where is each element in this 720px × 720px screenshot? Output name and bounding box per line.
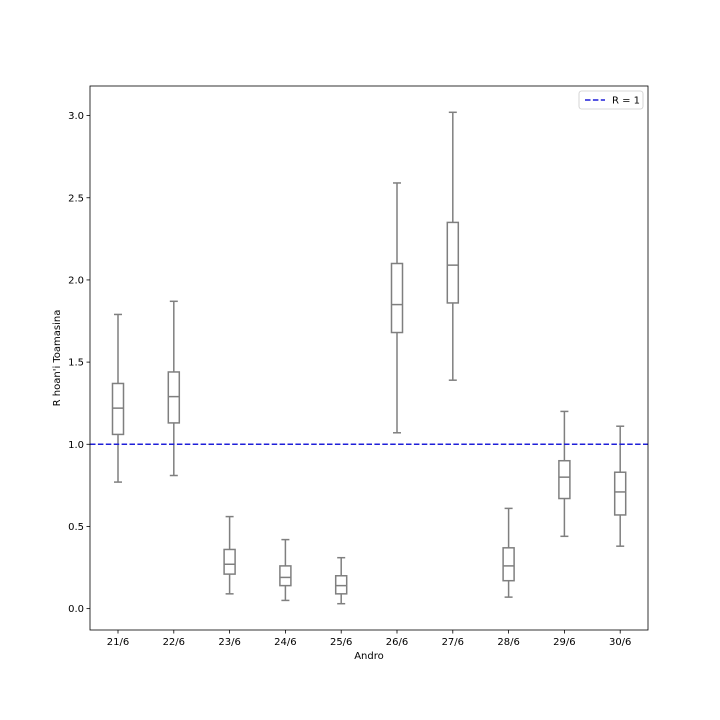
legend: R = 1 [578,90,644,110]
box-23/6 [223,515,236,595]
box-27/6 [446,111,460,381]
x-tick-label: 30/6 [609,637,631,648]
y-tick-label: 1.5 [68,358,84,369]
box-22/6 [167,300,181,477]
x-axis-label: Andro [354,651,384,662]
y-tick-label: 2.0 [68,275,84,286]
x-tick-label: 26/6 [386,637,408,648]
y-tick-label: 0.0 [68,604,84,615]
y-axis-label: R hoan'i Toamasina [52,310,63,407]
x-tick-label: 24/6 [274,637,296,648]
x-axis: 21/6 22/6 23/6 24/6 25/6 26/6 27/6 28/6 29/6 30/6 [107,630,631,648]
y-tick-label: 0.5 [68,522,84,533]
box-iqr [334,575,348,595]
box-26/6 [390,182,404,434]
box-iqr [223,548,236,575]
axes-frame [89,85,649,631]
legend-label: R = 1 [612,96,640,107]
box-28/6 [502,507,515,598]
x-tick-label: 29/6 [553,637,575,648]
x-tick-label: 23/6 [218,637,240,648]
box-21/6 [111,313,125,483]
box-iqr [558,459,571,500]
x-tick-label: 21/6 [107,637,129,648]
x-tick-label: 25/6 [330,637,352,648]
box-25/6 [334,556,348,605]
box-iqr [111,382,125,436]
box-iqr [502,547,515,582]
box-30/6 [613,425,627,547]
y-tick-label: 1.0 [68,440,84,451]
y-tick-label: 2.5 [68,193,84,204]
x-tick-label: 28/6 [497,637,519,648]
box-iqr [279,565,292,587]
box-iqr [390,262,404,334]
plot-area [90,111,648,605]
box-24/6 [279,538,292,602]
box-iqr [613,471,627,516]
box-29/6 [558,410,571,538]
x-tick-label: 22/6 [163,637,185,648]
y-tick-label: 3.0 [68,111,84,122]
box-iqr [167,371,181,424]
x-tick-label: 27/6 [442,637,464,648]
box-iqr [446,221,460,304]
y-axis: 0.0 0.5 1.0 1.5 2.0 2.5 3.0 [68,111,90,615]
legend-frame [578,90,644,110]
